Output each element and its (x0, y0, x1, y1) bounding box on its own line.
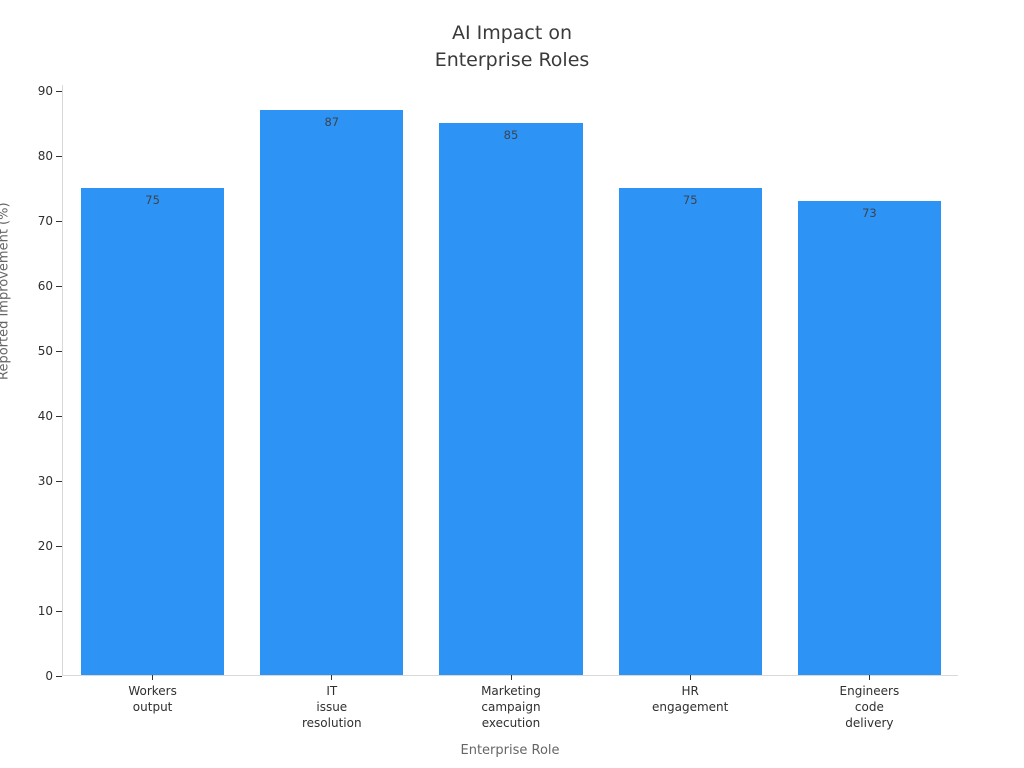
y-tick-label: 50 (37, 344, 53, 359)
y-tick-mark (56, 415, 62, 417)
y-tick-label: 20 (37, 539, 53, 554)
x-tick-mark (868, 675, 870, 680)
bar-value-label: 75 (145, 192, 160, 207)
y-tick-label: 40 (37, 409, 53, 424)
x-tick-mark (510, 675, 512, 680)
bar: 85 (439, 122, 583, 675)
y-tick-mark (56, 285, 62, 287)
bar: 75 (80, 187, 225, 675)
y-tick-label: 60 (37, 279, 53, 294)
y-tick-label: 10 (37, 604, 53, 619)
chart-title: AI Impact on Enterprise Roles (434, 22, 590, 71)
y-tick-mark (56, 220, 62, 222)
y-tick-mark (56, 350, 62, 352)
x-tick-label: Workers output (128, 684, 177, 714)
y-tick-mark (56, 545, 62, 547)
bar: 87 (260, 109, 404, 675)
x-tick-mark (689, 675, 691, 680)
y-tick-mark (56, 675, 62, 677)
y-tick-mark (56, 155, 62, 157)
y-tick-mark (56, 610, 62, 612)
bar-value-label: 85 (503, 127, 519, 142)
x-tick-label: IT issue resolution (301, 684, 362, 730)
y-tick-mark (56, 90, 62, 92)
bar: 73 (797, 200, 942, 675)
plot-area: 0 10 20 30 40 50 60 70 80 90 75 Workers output 87 IT … (38, 84, 958, 730)
bar-value-label: 73 (862, 205, 877, 220)
y-tick-mark (56, 480, 62, 482)
y-tick-label: 0 (45, 669, 53, 683)
x-tick-label: Engineers code delivery (839, 684, 900, 730)
bar-value-label: 87 (324, 114, 340, 129)
x-tick-mark (152, 675, 154, 680)
y-tick-label: 80 (37, 149, 53, 164)
bar: 75 (618, 187, 762, 675)
y-tick-label: 90 (37, 84, 53, 99)
x-tick-mark (331, 675, 333, 680)
x-axis-title: Enterprise Role (460, 743, 560, 758)
y-tick-label: 30 (37, 474, 53, 489)
x-tick-label: HR engagement (652, 684, 729, 714)
y-tick-label: 70 (37, 214, 53, 229)
x-tick-label: Marketing campaign execution (481, 684, 541, 730)
bar-value-label: 75 (682, 192, 698, 207)
